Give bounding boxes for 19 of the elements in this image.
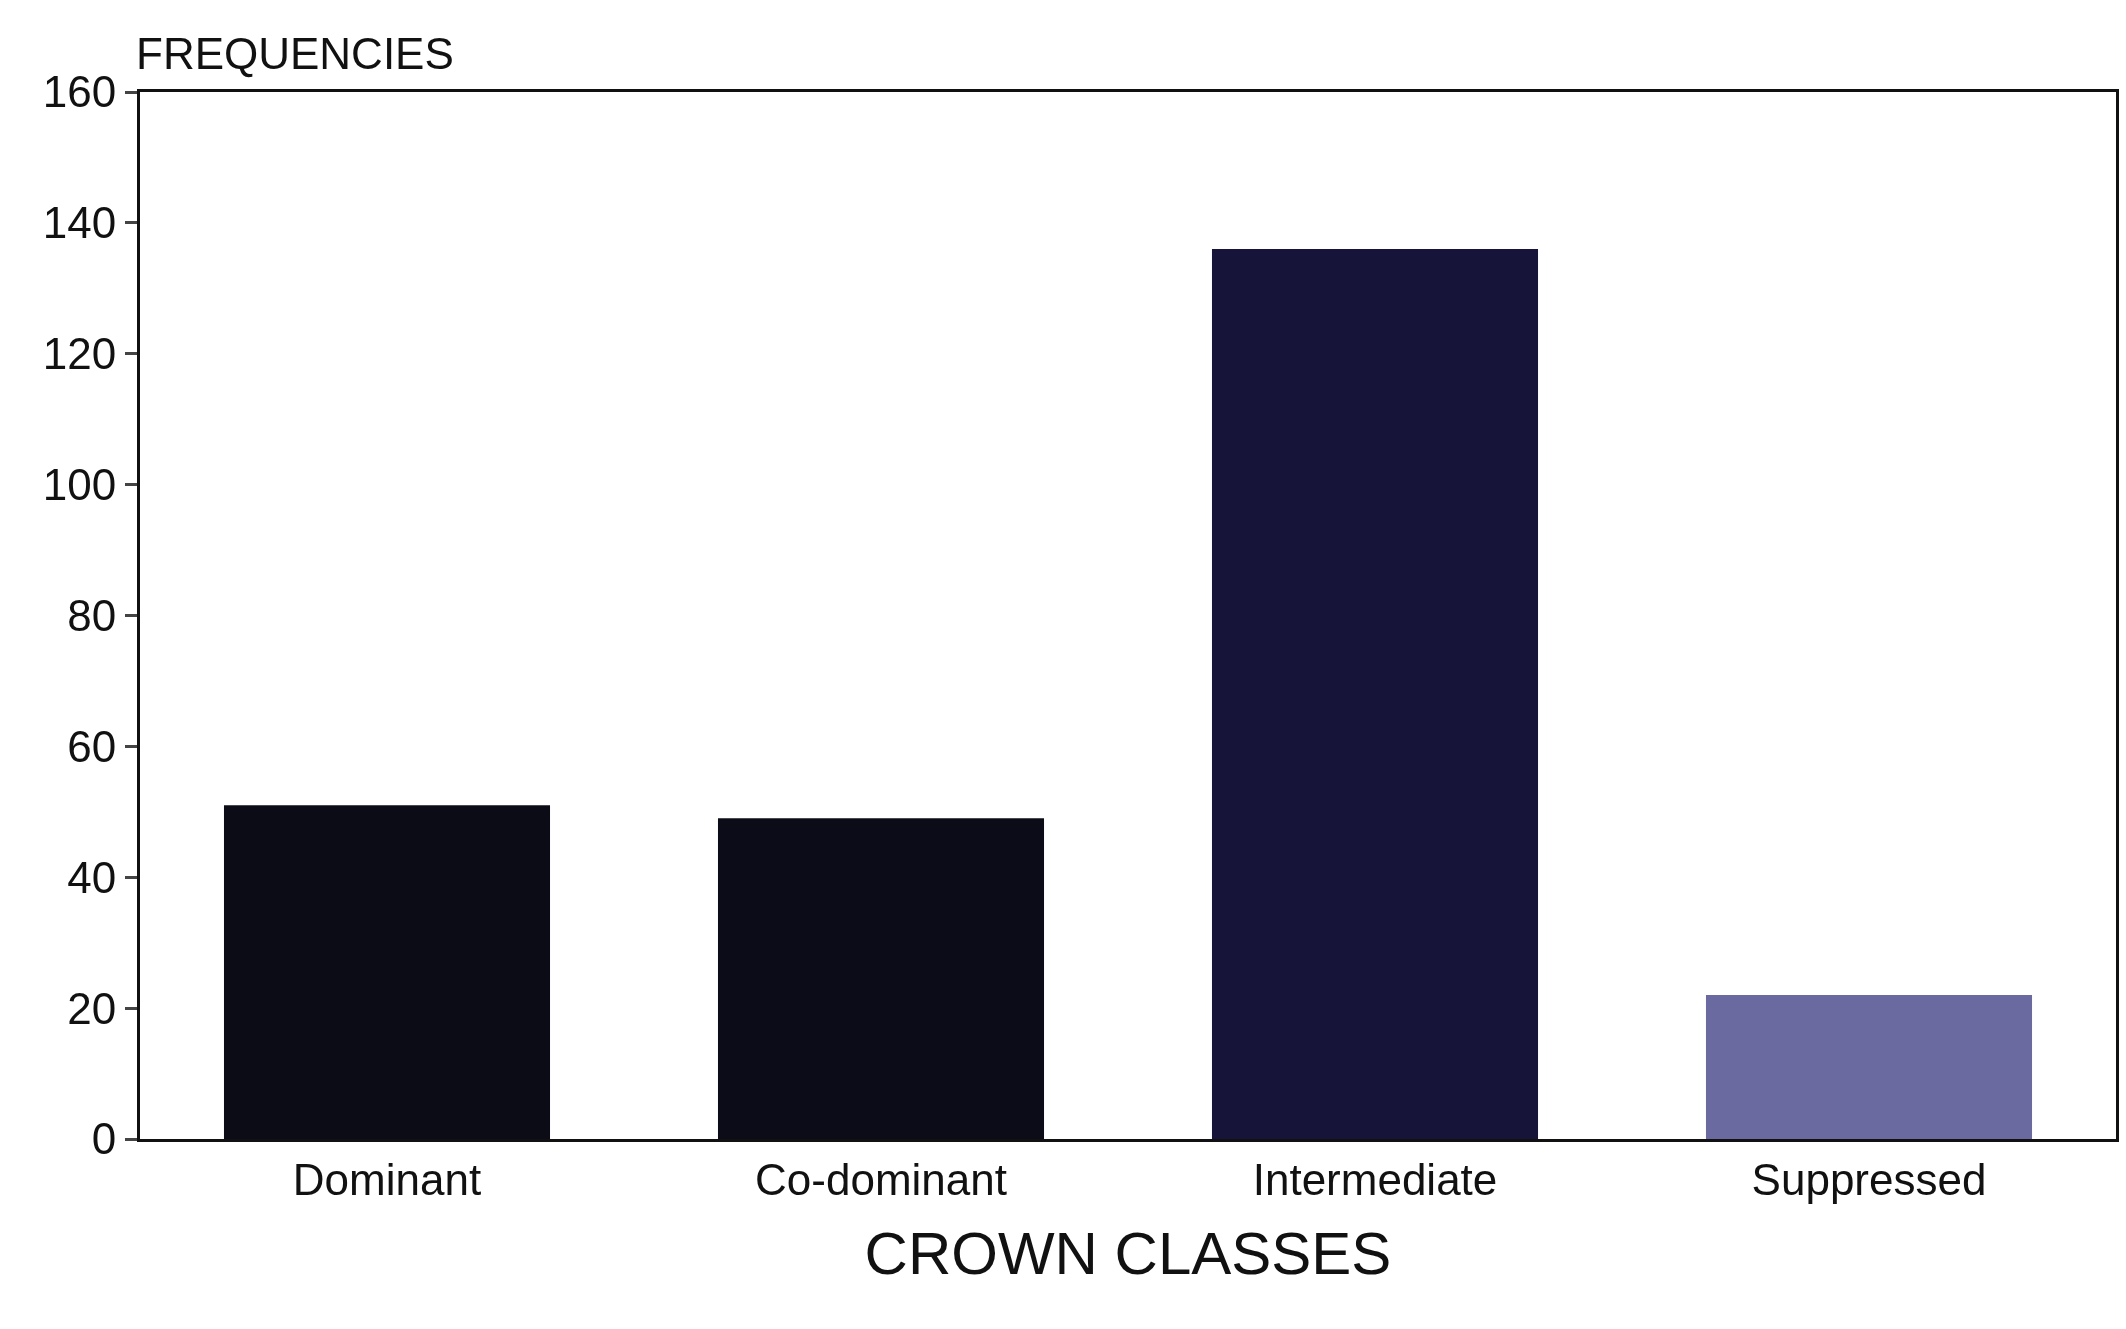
y-tick-label: 60 [67, 721, 117, 771]
y-tick-label: 80 [67, 590, 117, 640]
y-tick-label: 120 [42, 329, 117, 379]
x-tick-label: Intermediate [1252, 1154, 1498, 1204]
y-tick-label: 100 [42, 460, 117, 510]
y-tick-label: 40 [67, 852, 117, 902]
y-axis-title: FREQUENCIES [136, 29, 454, 78]
y-tick-label: 140 [42, 198, 117, 248]
bar [223, 805, 551, 1139]
bar [1705, 995, 2033, 1139]
x-tick-label: Co-dominant [755, 1154, 1007, 1204]
bar [717, 818, 1045, 1139]
x-tick-label: Dominant [292, 1154, 482, 1204]
bar [1211, 249, 1539, 1139]
y-tick-label: 160 [42, 67, 117, 117]
y-tick-label: 0 [91, 1114, 117, 1164]
y-tick-label: 20 [67, 983, 117, 1033]
x-axis-title: CROWN CLASSES [864, 1220, 1392, 1288]
x-tick-label: Suppressed [1751, 1154, 1987, 1204]
